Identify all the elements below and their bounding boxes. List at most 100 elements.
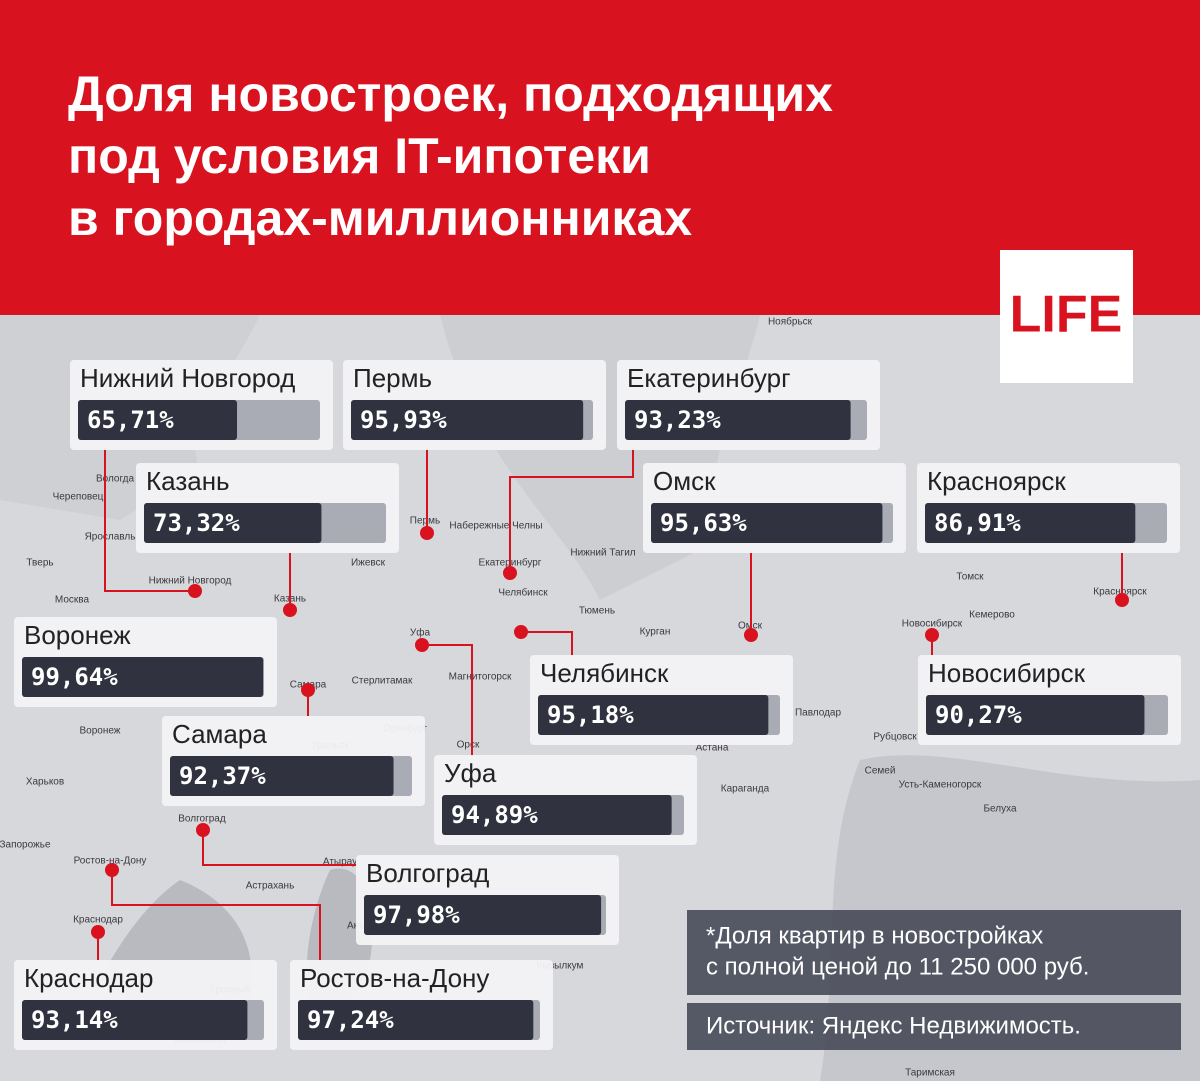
- logo-box: [1000, 250, 1133, 383]
- map-label: Орск: [457, 740, 480, 751]
- title-line: в городах-миллионниках: [68, 190, 692, 246]
- map-label: Магнитогорск: [449, 672, 512, 683]
- map-label: Краснодар: [73, 915, 123, 926]
- map-label: Харьков: [26, 777, 64, 788]
- city-dot: [503, 566, 517, 580]
- map-label: Череповец: [53, 492, 104, 503]
- bar: [298, 1000, 534, 1040]
- map-label: Челябинск: [498, 587, 548, 599]
- value-label: 92,37%: [179, 762, 266, 790]
- city-name: Самара: [172, 719, 267, 749]
- value-label: 93,14%: [31, 1006, 118, 1034]
- map-label: Пермь: [410, 516, 440, 527]
- city-dot: [1115, 593, 1129, 607]
- note-line: с полной ценой до 11 250 000 руб.: [706, 953, 1089, 980]
- city-name: Новосибирск: [928, 658, 1086, 688]
- map-label: Воронеж: [79, 726, 120, 737]
- value-label: 94,89%: [451, 801, 538, 829]
- bar: [144, 503, 322, 543]
- connector: [202, 830, 356, 866]
- value-label: 90,27%: [935, 701, 1022, 729]
- map-label: Ростов-на-Дону: [74, 856, 147, 867]
- map-label: Вологда: [96, 474, 135, 485]
- value-label: 95,18%: [547, 701, 634, 729]
- value-label: 95,93%: [360, 406, 447, 434]
- map-label: Павлодар: [795, 708, 842, 719]
- city-name: Красноярск: [927, 466, 1066, 496]
- connector: [509, 450, 634, 573]
- map-label: Красноярск: [1093, 587, 1147, 598]
- map-label: Ижевск: [351, 558, 386, 569]
- city-dot: [415, 638, 429, 652]
- map-label: Томск: [956, 572, 984, 583]
- bar: [22, 1000, 248, 1040]
- city-dot: [420, 526, 434, 540]
- bar: [926, 695, 1145, 735]
- bar: [170, 756, 394, 796]
- city-dot: [301, 683, 315, 697]
- map-label: Нижний Тагил: [570, 548, 635, 559]
- source: Источник: Яндекс Недвижимость.: [706, 1012, 1081, 1039]
- bar: [538, 695, 769, 735]
- map-label: Белуха: [983, 804, 1017, 815]
- city-name: Воронеж: [24, 620, 131, 650]
- bar: [22, 657, 264, 697]
- map-label: Кемерово: [969, 610, 1015, 621]
- city-dot: [514, 625, 528, 639]
- value-label: 95,63%: [660, 509, 747, 537]
- city-name: Ростов-на-Дону: [300, 963, 489, 993]
- value-label: 97,24%: [307, 1006, 394, 1034]
- city-dot: [188, 584, 202, 598]
- bar: [442, 795, 672, 835]
- source-box: [687, 1003, 1181, 1050]
- title-line: под условия IT-ипотеки: [68, 128, 651, 184]
- map-label: Тюмень: [579, 606, 615, 617]
- map-label: Караганда: [721, 784, 770, 795]
- value-label: 65,71%: [87, 406, 174, 434]
- map-label: Москва: [55, 595, 90, 606]
- value-label: 86,91%: [934, 509, 1021, 537]
- map-label: Усть-Каменогорск: [899, 780, 982, 791]
- map-label: Тверь: [26, 558, 53, 569]
- note-box: [687, 910, 1181, 995]
- bar: [625, 400, 851, 440]
- note-line: *Доля квартир в новостройках: [706, 922, 1043, 949]
- map-label: Нижний Новгород: [149, 576, 232, 587]
- map-label: Кызылкум: [537, 961, 584, 972]
- map-label: Новосибирск: [902, 618, 963, 630]
- city-name: Омск: [653, 466, 716, 496]
- map-label: Курган: [640, 627, 671, 638]
- map-label: Уфа: [410, 627, 431, 639]
- logo: LIFE: [1010, 286, 1123, 344]
- bar: [78, 400, 238, 440]
- map-label: Волгоград: [178, 814, 226, 825]
- map-label: Стерлитамак: [352, 676, 413, 687]
- city-name: Волгоград: [366, 858, 489, 888]
- value-label: 93,23%: [634, 406, 721, 434]
- city-name: Челябинск: [540, 658, 669, 688]
- connector: [104, 450, 195, 592]
- city-dot: [925, 628, 939, 642]
- map-label: Рубцовск: [873, 731, 917, 743]
- map-label: Запорожье: [0, 840, 51, 851]
- bar: [925, 503, 1136, 543]
- value-label: 99,64%: [31, 663, 118, 691]
- map-label: Атырау: [323, 857, 357, 868]
- value-label: 97,98%: [373, 901, 460, 929]
- map-label: Ярославль: [85, 532, 136, 543]
- city-name: Уфа: [444, 758, 497, 788]
- map-label: Таримская: [905, 1068, 955, 1079]
- connector: [521, 631, 573, 655]
- map-label: Набережные Челны: [449, 520, 542, 532]
- city-name: Пермь: [353, 363, 432, 393]
- city-dot: [105, 863, 119, 877]
- city-name: Казань: [146, 466, 230, 496]
- map-label: Астана: [696, 743, 729, 754]
- city-name: Краснодар: [24, 963, 153, 993]
- map-label: Семей: [865, 766, 896, 777]
- bar: [351, 400, 584, 440]
- bar: [651, 503, 883, 543]
- city-name: Нижний Новгород: [80, 363, 295, 393]
- city-dot: [744, 628, 758, 642]
